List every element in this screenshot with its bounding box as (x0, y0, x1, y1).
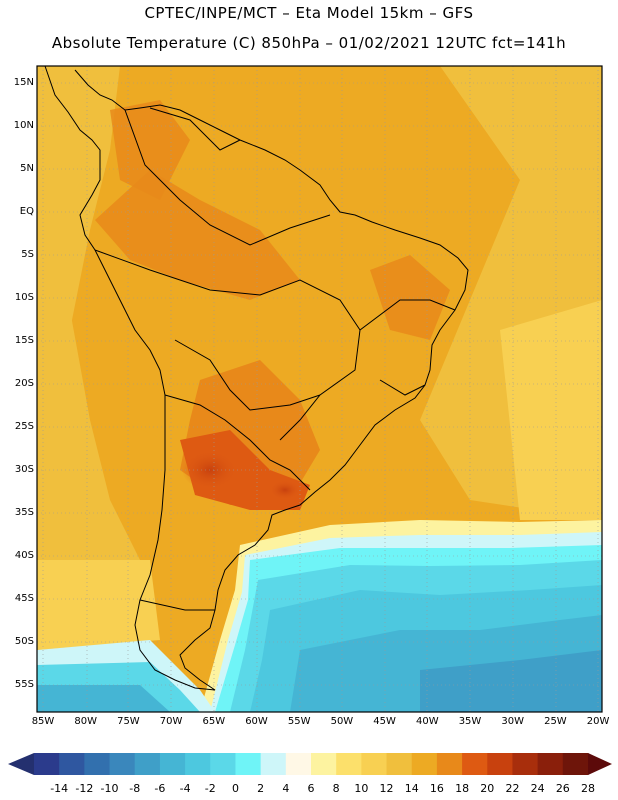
map-subtitle: Absolute Temperature (C) 850hPa – 01/02/… (51, 34, 567, 52)
legend-label: -4 (179, 782, 191, 795)
legend-swatch (462, 753, 488, 775)
legend-swatch (436, 753, 463, 775)
lon-label: 70W (159, 716, 183, 727)
legend-label: -2 (204, 782, 216, 795)
lon-label: 45W (373, 716, 396, 727)
legend-swatch (336, 753, 362, 775)
legend-swatch (59, 753, 85, 775)
legend-swatch (411, 753, 438, 775)
legend-swatch (109, 753, 136, 775)
legend-max-arrow (588, 753, 612, 775)
legend-swatch (260, 753, 287, 775)
legend-swatch (134, 753, 161, 775)
legend-swatch (34, 753, 60, 775)
legend-label: 22 (505, 782, 520, 795)
lon-label: 20W (586, 716, 610, 727)
lon-label: 75W (117, 716, 140, 727)
lat-label: 20S (14, 378, 34, 389)
lat-label: EQ (19, 206, 34, 217)
legend-label: 4 (282, 782, 290, 795)
legend-swatch (386, 753, 413, 775)
legend-swatch (84, 753, 111, 775)
map-title: CPTEC/INPE/MCT – Eta Model 15km – GFS (144, 4, 474, 22)
lat-label: 55S (14, 679, 34, 690)
legend-label: 16 (429, 782, 444, 795)
lat-label: 5S (21, 249, 34, 260)
lat-label: 35S (14, 507, 34, 518)
legend-swatch (185, 753, 211, 775)
legend-swatch (235, 753, 262, 775)
legend-label: 8 (332, 782, 340, 795)
legend-swatch (537, 753, 564, 775)
lon-label: 50W (330, 716, 354, 727)
legend-label: 10 (354, 782, 369, 795)
temperature-field (37, 66, 602, 712)
lat-label: 25S (14, 421, 34, 432)
legend-label: 20 (480, 782, 495, 795)
lon-label: 55W (287, 716, 311, 727)
lat-label: 10N (13, 120, 34, 131)
legend-swatch (159, 753, 186, 775)
legend-swatch (311, 753, 337, 775)
color-legend (8, 753, 612, 775)
legend-label: 28 (581, 782, 595, 795)
legend-label: 0 (231, 782, 239, 795)
legend-label: 24 (530, 782, 545, 795)
legend-label: -12 (75, 782, 94, 795)
legend-label: -14 (50, 782, 69, 795)
legend-swatch (285, 753, 312, 775)
lon-label: 65W (202, 716, 226, 727)
lon-label: 85W (31, 716, 55, 727)
legend-label: -6 (154, 782, 166, 795)
lat-label: 30S (14, 464, 34, 475)
legend-swatch (487, 753, 513, 775)
legend-swatch (562, 753, 589, 775)
legend-swatch (210, 753, 236, 775)
lon-label: 35W (458, 716, 482, 727)
lon-label: 60W (245, 716, 268, 727)
lat-label: 15N (13, 77, 34, 88)
legend-label: 12 (379, 782, 394, 795)
lon-label: 25W (544, 716, 567, 727)
lon-label: 80W (74, 716, 97, 727)
legend-label: -8 (129, 782, 141, 795)
lat-label: 5N (20, 163, 34, 174)
legend-swatch (512, 753, 539, 775)
lon-label: 40W (415, 716, 439, 727)
legend-min-arrow (8, 753, 34, 775)
legend-label: 2 (257, 782, 265, 795)
lon-label: 30W (501, 716, 524, 727)
lat-label: 15S (14, 335, 34, 346)
legend-swatch (361, 753, 388, 775)
legend-label: -10 (100, 782, 119, 795)
lat-label: 50S (14, 636, 34, 647)
legend-label: 18 (455, 782, 470, 795)
lat-label: 40S (14, 550, 34, 561)
legend-label: 6 (307, 782, 315, 795)
coastline (44, 66, 469, 691)
legend-label: 26 (555, 782, 570, 795)
lat-label: 45S (14, 593, 34, 604)
legend-label: 14 (404, 782, 419, 795)
lat-label: 10S (14, 292, 34, 303)
